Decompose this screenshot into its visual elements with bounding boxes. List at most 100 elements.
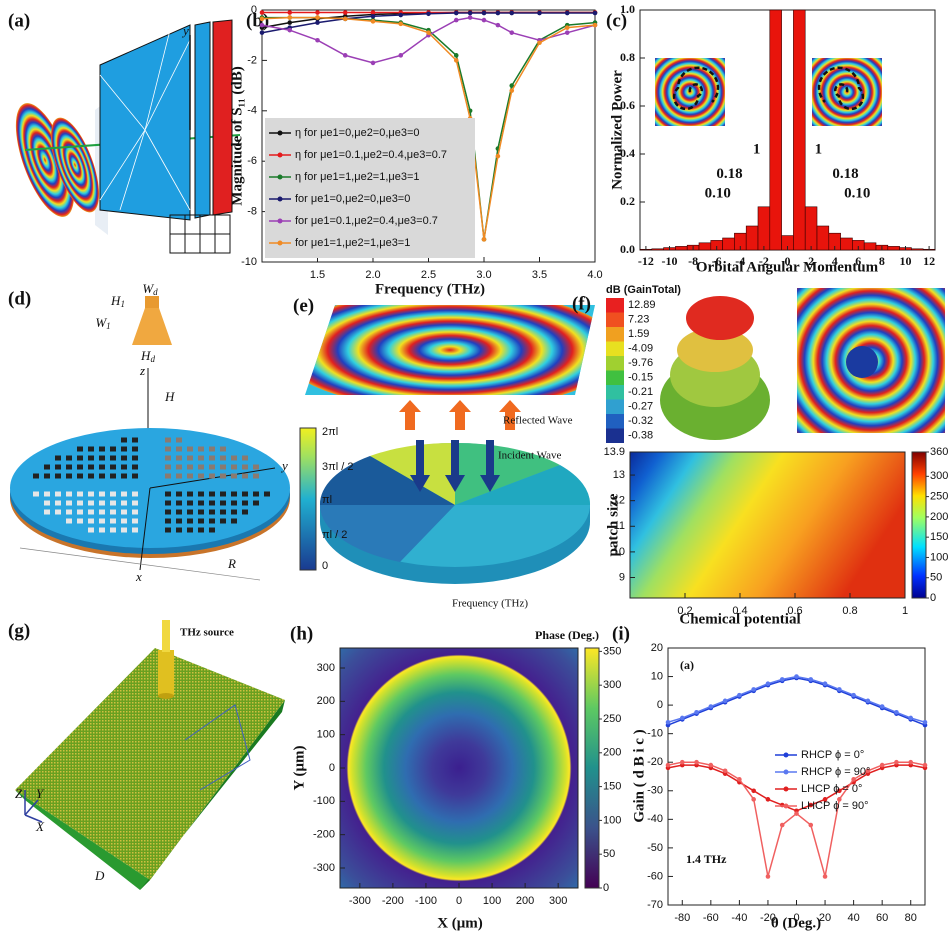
colorbar-label: 100	[930, 551, 948, 563]
panel-e-drawing: 3πl / 2	[322, 461, 353, 473]
panel-e-drawing	[480, 475, 500, 492]
y-tick-label: 11	[614, 520, 625, 532]
metasurface-patch	[33, 473, 39, 479]
x-tick-label: 1	[902, 605, 908, 617]
heatmap-field	[630, 452, 905, 598]
metasurface-patch	[187, 455, 193, 461]
metasurface-patch	[209, 446, 215, 452]
colorbar-label: 300	[930, 470, 948, 482]
metasurface-patch	[242, 473, 248, 479]
series-marker	[537, 40, 542, 46]
panel-a-drawing	[144, 39, 191, 131]
series-marker	[665, 719, 671, 725]
colorbar-label: 350	[603, 645, 621, 657]
x-tick-label: -80	[674, 912, 690, 924]
legend-marker	[783, 786, 789, 792]
colorbar-label: -0.15	[628, 371, 653, 383]
metasurface-patch	[253, 464, 259, 470]
x-tick-label: 0	[793, 912, 799, 924]
x-tick-label: 0	[785, 254, 791, 268]
colorbar-title: Phase (Deg.)	[535, 628, 599, 642]
legend-label: LHCP ϕ = 90°	[801, 800, 869, 812]
metasurface-patch	[176, 491, 182, 497]
panel-g-drawing: Y	[36, 786, 45, 801]
metasurface-patch	[88, 527, 94, 533]
metasurface-patch	[253, 473, 259, 479]
panel-e-drawing	[486, 440, 494, 475]
series-marker	[495, 22, 501, 28]
panel-g-drawing: THz source Z Y X D	[15, 620, 285, 890]
panel-e-drawing	[410, 475, 430, 492]
panel-g-drawing: THz source	[180, 627, 234, 639]
series-marker	[837, 687, 842, 692]
series-marker	[694, 709, 699, 715]
colorbar-step	[606, 428, 624, 443]
metasurface-patch	[187, 473, 193, 479]
plot-frame	[639, 9, 936, 251]
legend-marker	[783, 803, 789, 809]
metasurface-patch	[231, 518, 237, 524]
metasurface-patch	[209, 527, 215, 533]
metasurface-patch	[176, 437, 182, 443]
series-marker	[481, 17, 487, 23]
panel-e-drawing	[305, 305, 595, 395]
series-marker	[453, 58, 459, 63]
metasurface-patch	[242, 491, 248, 497]
panel-e-drawing	[370, 442, 455, 505]
metasurface-patch	[88, 455, 94, 461]
series-marker	[315, 10, 320, 15]
x-tick-label: 200	[516, 895, 534, 907]
series-marker	[722, 768, 728, 774]
metasurface-patch	[110, 500, 116, 506]
series-marker	[564, 30, 570, 35]
panel-e-drawing: 0	[322, 560, 328, 572]
series-marker	[509, 83, 515, 88]
y-tick-label: -8	[247, 206, 257, 218]
metasurface-patch	[209, 491, 215, 497]
legend-marker	[783, 752, 789, 758]
panel-e-drawing	[445, 475, 465, 492]
oam-inset	[655, 58, 882, 126]
colorbar-label: 0	[930, 592, 936, 604]
x-tick-label: 2.5	[421, 269, 436, 281]
y-tick-label: -30	[647, 785, 663, 797]
panel-e-drawing	[319, 456, 455, 505]
bar	[863, 242, 877, 251]
legend-label: LHCP ϕ = 0°	[801, 783, 862, 795]
panel-a-drawing	[99, 24, 191, 221]
metasurface-patch	[55, 509, 61, 515]
metasurface-patch	[121, 518, 127, 524]
panel-f-drawing: dB (GainTotal)	[606, 284, 681, 296]
series-marker	[259, 10, 265, 15]
series-marker	[370, 13, 376, 19]
series-line	[667, 677, 926, 726]
legend-marker	[277, 174, 283, 180]
metasurface-patch	[99, 473, 105, 479]
x-axis-label: Frequency (THz)	[375, 281, 485, 297]
metasurface-patch	[88, 446, 94, 452]
y-tick-label: -10	[647, 728, 663, 740]
panel-labels: (f)	[572, 293, 591, 314]
metasurface-patch	[44, 473, 50, 479]
metasurface-patch	[209, 464, 215, 470]
series-marker	[509, 30, 515, 35]
bar	[887, 246, 900, 251]
metasurface-patch	[110, 509, 116, 515]
metasurface-patch	[165, 473, 171, 479]
metasurface-patch	[132, 455, 138, 461]
series-marker	[592, 10, 598, 16]
series-marker	[737, 692, 742, 698]
metasurface-patch	[187, 446, 193, 452]
metasurface-patch	[44, 509, 50, 515]
series-marker	[794, 811, 799, 816]
y-axis-label: Y (μm)	[291, 745, 307, 790]
metasurface-patch	[176, 500, 182, 506]
series-marker	[315, 15, 320, 20]
y-tick-label: -100	[313, 795, 335, 807]
x-tick-label: -8	[688, 254, 698, 268]
colorbar-label: 1.59	[628, 328, 649, 340]
metasurface-patch	[121, 473, 127, 479]
metasurface-patch	[77, 509, 83, 515]
series-marker	[751, 687, 756, 692]
